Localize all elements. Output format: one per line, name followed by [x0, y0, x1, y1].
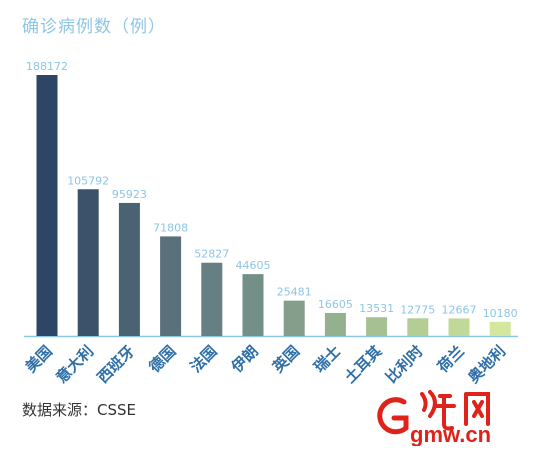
category-label-8: 土耳其	[341, 342, 386, 387]
category-label-9: 比利时	[382, 342, 427, 387]
value-label-8: 13531	[359, 302, 394, 315]
gmw-logo: gmw.cn	[377, 390, 491, 446]
value-label-7: 16605	[318, 298, 353, 311]
bar-3	[160, 236, 182, 336]
value-label-3: 71808	[153, 221, 188, 234]
bar-11	[489, 321, 511, 336]
value-label-11: 10180	[483, 307, 518, 320]
category-label-0: 美国	[22, 342, 56, 376]
value-label-5: 44605	[236, 259, 271, 272]
value-label-1: 105792	[67, 174, 109, 187]
value-label-4: 52827	[194, 248, 229, 261]
category-label-10: 荷兰	[434, 342, 468, 376]
bar-0	[36, 75, 58, 336]
bar-6	[283, 300, 305, 336]
gmw-logo-mark	[377, 390, 490, 435]
category-label-3: 德国	[145, 342, 179, 376]
value-label-10: 12667	[442, 303, 477, 316]
bar-4	[201, 262, 223, 336]
bar-9	[407, 318, 429, 336]
category-label-2: 西班牙	[94, 342, 139, 387]
bar-8	[366, 317, 388, 336]
value-label-2: 95923	[112, 188, 147, 201]
category-label-1: 意大利	[52, 342, 97, 387]
bar-5	[242, 274, 264, 336]
bar-2	[118, 202, 140, 336]
bar-7	[324, 312, 346, 336]
value-label-6: 25481	[277, 286, 312, 299]
category-label-11: 奥地利	[464, 342, 509, 387]
chart-title: 确诊病例数（例）	[22, 17, 166, 37]
bar-1	[77, 189, 99, 336]
category-label-4: 法国	[187, 342, 221, 376]
value-label-9: 12775	[400, 303, 435, 316]
data-source-note: 数据来源：CSSE	[22, 401, 136, 419]
category-label-5: 伊朗	[227, 342, 262, 377]
category-label-7: 瑞士	[310, 342, 344, 376]
bar-10	[448, 318, 470, 336]
value-label-0: 188172	[26, 60, 68, 73]
category-label-6: 英国	[269, 342, 303, 376]
gmw-logo-text: gmw.cn	[410, 422, 491, 446]
